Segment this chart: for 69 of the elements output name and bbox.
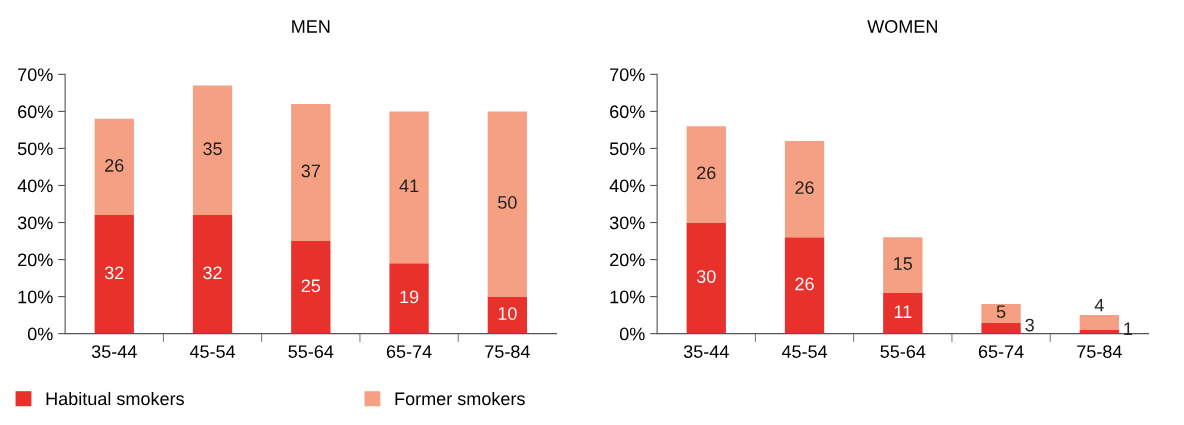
data-label: 11	[894, 305, 912, 318]
bar	[487, 111, 527, 297]
legend-label: Former smokers	[395, 391, 525, 406]
chart-title: WOMEN	[867, 20, 937, 33]
data-label: 10	[498, 307, 517, 320]
bar	[981, 304, 1021, 323]
bar	[94, 215, 134, 334]
bar	[291, 104, 331, 242]
y-tick-label: 60%	[610, 105, 645, 119]
bar	[686, 126, 726, 223]
x-tick-label: 65-74	[386, 345, 432, 358]
data-label: 26	[697, 166, 716, 180]
x-tick-label: 75-84	[485, 345, 530, 358]
bar	[883, 237, 923, 293]
bar	[784, 237, 825, 334]
x-tick-label: 35-44	[91, 345, 137, 358]
x-tick-label: 45-54	[781, 345, 828, 358]
y-tick-label: 20%	[610, 253, 645, 267]
y-tick-label: 50%	[17, 142, 53, 156]
y-tick-label: 0%	[619, 327, 645, 341]
x-tick-label: 45-54	[189, 345, 236, 358]
data-label: 35	[203, 142, 222, 156]
y-tick-label: 0%	[27, 327, 53, 341]
data-label: 15	[894, 257, 913, 270]
y-tick-label: 30%	[17, 216, 53, 230]
data-label: 30	[696, 270, 716, 283]
bar	[487, 296, 527, 334]
y-tick-label: 30%	[609, 216, 645, 230]
chart-title: MEN	[292, 20, 330, 33]
data-label: 32	[104, 266, 124, 280]
x-tick-label: 65-74	[978, 345, 1024, 358]
data-label: 50	[498, 196, 517, 209]
bar	[883, 292, 923, 334]
bar	[192, 215, 233, 334]
bar	[192, 85, 233, 216]
y-tick-label: 40%	[17, 179, 53, 193]
y-tick-label: 40%	[609, 179, 645, 193]
data-label: 26	[795, 277, 814, 291]
data-label: 5	[996, 305, 1006, 319]
x-tick-label: 75-84	[1077, 345, 1122, 358]
bar	[291, 241, 331, 334]
data-label: 4	[1094, 298, 1104, 312]
legend-label: Habitual smokers	[46, 391, 184, 406]
data-label: 41	[399, 179, 419, 192]
bar	[981, 322, 1021, 334]
y-tick-label: 10%	[18, 290, 53, 304]
y-tick-label: 70%	[18, 68, 53, 82]
x-tick-label: 55-64	[288, 345, 334, 358]
y-tick-label: 50%	[609, 142, 645, 156]
bar	[389, 111, 429, 264]
x-tick-label: 35-44	[683, 345, 729, 358]
bar	[784, 141, 825, 238]
y-tick-label: 70%	[610, 68, 645, 82]
bar	[94, 118, 134, 216]
bar	[1079, 315, 1119, 330]
data-label: 1	[1124, 322, 1133, 335]
data-label: 26	[795, 181, 814, 195]
y-tick-label: 60%	[18, 105, 53, 119]
y-tick-label: 10%	[610, 290, 645, 304]
data-label: 32	[203, 266, 222, 280]
data-label: 3	[1025, 318, 1034, 332]
data-label: 19	[400, 290, 419, 304]
y-tick-label: 20%	[18, 253, 53, 267]
data-label: 25	[301, 279, 321, 293]
x-tick-label: 55-64	[880, 345, 926, 358]
data-label: 26	[105, 159, 124, 172]
bar	[686, 222, 726, 334]
data-label: 37	[301, 164, 320, 178]
bar	[389, 263, 429, 334]
